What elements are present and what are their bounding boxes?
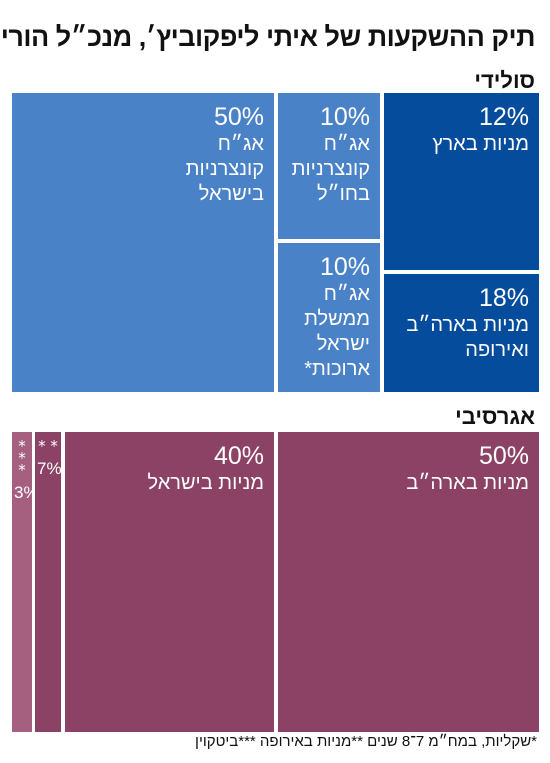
tile-percent: 40%	[214, 442, 265, 470]
tile-solid-gov-bonds: 10% אג״ח ממשלת ישראל ארוכות*	[279, 243, 381, 392]
tile-label: מניות בישראל	[148, 472, 265, 494]
tile-percent: 18%	[479, 284, 530, 312]
tile-aggressive-europe-stocks: * * 7%	[36, 432, 62, 732]
tile-aggressive-bitcoin: * * * 3%	[13, 432, 33, 732]
tile-percent: 12%	[479, 103, 530, 131]
tile-label: אג״ח ממשלת ישראל ארוכות*	[305, 283, 371, 380]
tile-percent: 3%	[15, 483, 33, 502]
tile-label: מניות בארה״ב ואירופה	[407, 314, 530, 361]
tile-percent: 7%	[38, 459, 62, 478]
tile-solid-foreign-corp-bonds: 10% אג״ח קונצרניות בחו״ל	[279, 93, 381, 239]
tile-percent: 50%	[479, 442, 530, 470]
tile-solid-us-europe-stocks: 18% מניות בארה״ב ואירופה	[385, 274, 540, 392]
tile-label: אג״ח קונצרניות בישראל	[186, 133, 265, 205]
section-label-aggressive: אגרסיבי	[456, 404, 536, 429]
tile-solid-israel-stocks: 12% מניות בארץ	[385, 93, 540, 270]
tile-label: מניות בארץ	[433, 133, 530, 155]
tile-aggressive-israel-stocks: 40% מניות בישראל	[66, 432, 275, 732]
tile-solid-israel-corp-bonds: 50% אג״ח קונצרניות בישראל	[13, 93, 275, 392]
tile-aggressive-us-stocks: 50% מניות בארה״ב	[279, 432, 540, 732]
tile-percent: 50%	[214, 103, 265, 131]
tile-marker: * * *	[19, 437, 27, 479]
tile-percent: 10%	[320, 103, 371, 131]
tile-label: אג״ח קונצרניות בחו״ל	[292, 133, 371, 205]
tile-percent: 10%	[320, 253, 371, 281]
chart-title: תיק ההשקעות של איתי ליפקוביץ׳, מנכ״ל הור…	[0, 22, 536, 52]
section-label-solid: סולידי	[475, 68, 536, 93]
footnote: *שקליות, במח״מ 7־8 שנים **מניות באירופה …	[196, 733, 538, 750]
tile-marker: * *	[39, 437, 59, 455]
tile-label: מניות בארה״ב	[407, 472, 530, 494]
